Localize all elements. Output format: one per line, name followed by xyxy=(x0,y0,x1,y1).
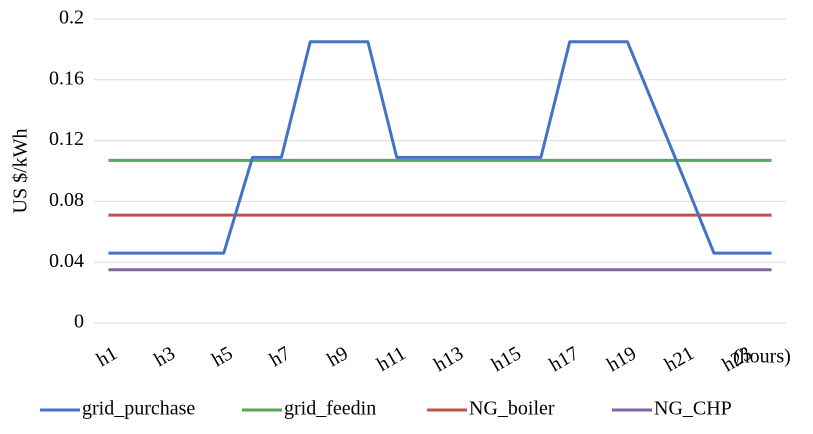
series-line xyxy=(108,40,772,255)
x-tick-label: h13 xyxy=(430,342,467,376)
y-tick-label: 0 xyxy=(74,311,84,333)
y-tick-label: 0.2 xyxy=(59,7,84,29)
x-tick-label: h3 xyxy=(151,342,179,371)
x-tick-label: h17 xyxy=(546,342,583,376)
y-tick-label: 0.08 xyxy=(49,189,84,211)
y-tick-label: 0.16 xyxy=(49,67,84,89)
y-tick-label: 0.04 xyxy=(49,250,84,272)
x-tick-label: h21 xyxy=(661,342,698,376)
x-tick-label: h11 xyxy=(373,342,409,376)
x-axis-annotation: (hours) xyxy=(733,346,791,368)
legend-label: grid_purchase xyxy=(82,398,195,420)
x-tick-label: h9 xyxy=(324,342,352,371)
x-tick-label: h1 xyxy=(93,342,121,371)
legend-label: grid_feedin xyxy=(284,398,376,420)
x-tick-label: h19 xyxy=(603,342,640,376)
x-tick-label: h15 xyxy=(488,342,525,376)
x-tick-label: h5 xyxy=(208,342,236,371)
x-tick-label: h7 xyxy=(266,342,294,371)
y-tick-label: 0.12 xyxy=(49,128,84,150)
y-axis-title: US $/kWh xyxy=(10,129,32,214)
legend-label: NG_CHP xyxy=(654,398,732,420)
legend-label: NG_boiler xyxy=(469,398,555,420)
